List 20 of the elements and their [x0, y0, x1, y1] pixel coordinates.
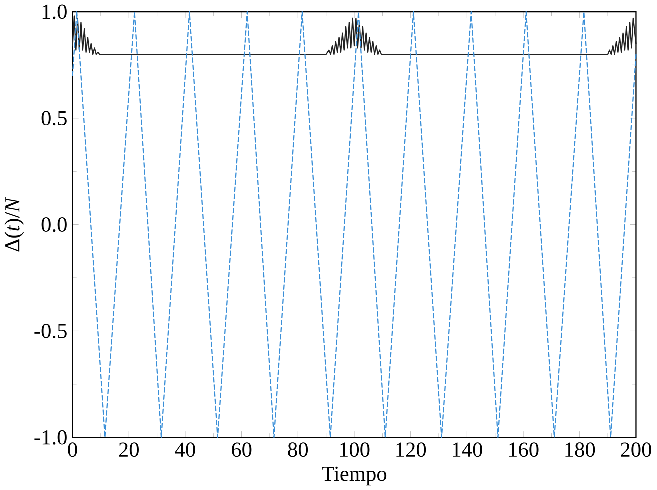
x-tick-label: 100: [340, 442, 370, 457]
x-tick-label: 40: [175, 442, 196, 457]
y-tick-label: -0.5: [34, 324, 67, 338]
y-tick-label: 0.5: [42, 110, 67, 126]
x-tick-label: 120: [396, 442, 426, 457]
x-tick-label: 20: [119, 442, 139, 457]
y-tick-label: -1.0: [34, 430, 67, 445]
y-tick-label: 0.0: [42, 217, 67, 232]
x-axis-title: Tiempo: [322, 466, 387, 486]
y-axis-title: Δ(t)/N: [4, 196, 24, 252]
x-tick-label: 160: [509, 442, 539, 457]
x-tick-label: 80: [288, 442, 308, 457]
x-tick-label: 0: [68, 442, 78, 457]
line-series: [72, 16, 637, 55]
x-tick-label: 200: [621, 442, 652, 457]
x-tick-label: 140: [453, 442, 482, 457]
x-tick-label: 180: [566, 442, 596, 457]
line-series: [72, 11, 637, 438]
y-tick-label: 1.0: [42, 4, 67, 20]
x-tick-label: 60: [232, 442, 252, 457]
